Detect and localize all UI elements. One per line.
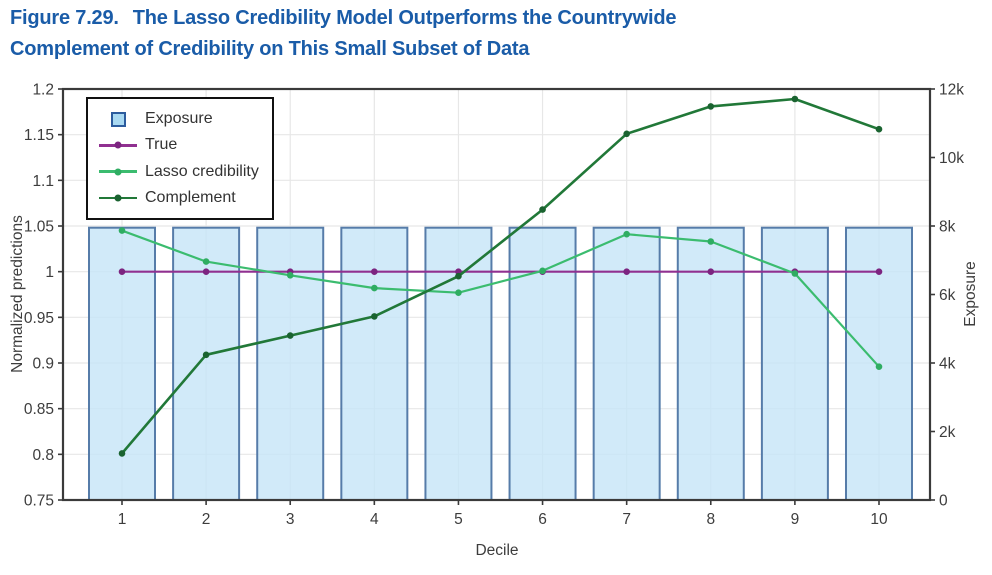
x-tick-label: 7	[622, 511, 631, 528]
left-tick-label: 1.1	[32, 173, 54, 190]
complement-line	[120, 97, 881, 455]
lasso-credibility-point-decile-1	[118, 227, 126, 234]
legend-item-lasso-credibility: Lasso credibility	[94, 159, 268, 184]
complement-point-decile-10	[875, 125, 883, 133]
left-tick-label: 1.05	[24, 219, 54, 236]
figure-title-text-2: Complement of Credibility on This Small …	[10, 38, 530, 60]
legend-item-exposure: Exposure	[94, 107, 268, 132]
x-tick-label: 10	[870, 511, 888, 528]
x-tick-label: 4	[370, 511, 379, 528]
true-point-decile-10	[875, 268, 883, 276]
complement-point-decile-6	[539, 206, 546, 213]
x-tick-label: 1	[118, 511, 127, 528]
figure-title: Figure 7.29. The Lasso Credibility Model …	[10, 3, 800, 65]
true-point-decile-7	[623, 268, 630, 276]
right-tick-label: 6k	[939, 287, 956, 304]
complement-point-decile-7	[623, 130, 630, 138]
right-tick-label: 8k	[939, 219, 956, 236]
lasso-credibility-point-decile-4	[371, 284, 378, 292]
figure-title-line-1: Figure 7.29. The Lasso Credibility Model …	[10, 3, 800, 34]
lasso-credibility-point-decile-8	[707, 238, 715, 245]
lasso-credibility-point-decile-9	[791, 270, 799, 277]
right-tick-label: 10k	[939, 150, 964, 167]
lasso-credibility-line-swatch	[99, 168, 137, 176]
lasso-credibility-line	[120, 229, 881, 368]
left-tick-label: 0.95	[24, 310, 54, 327]
x-tick-label: 9	[791, 511, 800, 528]
legend-item-true: True	[94, 133, 268, 158]
figure-number: Figure 7.29.	[10, 7, 119, 29]
x-tick-label: 8	[706, 511, 715, 528]
legend-label-lasso-credibility: Lasso credibility	[145, 162, 259, 180]
left-tick-label: 0.75	[24, 493, 54, 510]
lasso-credibility-point-decile-7	[623, 230, 630, 238]
true-line-swatch	[99, 141, 137, 149]
plot-border	[61, 87, 932, 502]
right-tick-label: 12k	[939, 82, 964, 99]
legend-label-complement: Complement	[145, 188, 236, 206]
complement-point-decile-8	[707, 103, 715, 110]
true-point-decile-2	[202, 268, 210, 276]
right-y-axis-title: Exposure	[962, 261, 979, 327]
exposure-bar-swatch	[110, 111, 126, 127]
left-tick-label: 1.15	[24, 127, 54, 144]
legend: Exposure True Lasso credibility Compleme…	[86, 97, 274, 220]
complement-point-decile-1	[118, 450, 126, 457]
right-tick-label: 4k	[939, 356, 956, 373]
left-tick-label: 0.85	[24, 401, 54, 418]
complement-point-decile-2	[202, 351, 210, 359]
legend-item-complement: Complement	[94, 185, 268, 210]
left-tick-label: 0.8	[32, 447, 54, 464]
lasso-credibility-point-decile-10	[875, 363, 883, 371]
right-tick-label: 0	[939, 493, 948, 510]
left-tick-label: 0.9	[32, 356, 54, 373]
true-point-decile-1	[118, 268, 126, 276]
figure-title-text-1: The Lasso Credibility Model Outperforms …	[132, 7, 677, 29]
true-point-decile-8	[707, 268, 715, 276]
x-tick-label: 3	[286, 511, 295, 528]
legend-label-true: True	[145, 136, 178, 154]
x-tick-label: 2	[202, 511, 211, 528]
complement-line-swatch	[99, 194, 137, 202]
true-point-decile-4	[371, 268, 378, 276]
lasso-credibility-point-decile-6	[539, 267, 546, 275]
lasso-credibility-point-decile-2	[202, 258, 210, 265]
x-tick-label: 6	[538, 511, 547, 528]
complement-point-decile-5	[455, 272, 462, 280]
legend-label-exposure: Exposure	[145, 110, 213, 128]
complement-point-decile-9	[791, 95, 799, 103]
lasso-credibility-point-decile-5	[455, 289, 462, 297]
left-tick-label: 1.2	[32, 82, 54, 99]
left-tick-label: 1	[45, 264, 54, 281]
complement-point-decile-4	[371, 313, 378, 320]
left-y-axis-title: Normalized predictions	[9, 215, 26, 373]
complement-point-decile-3	[286, 332, 294, 339]
x-tick-label: 5	[454, 511, 463, 528]
x-axis-title: Decile	[475, 542, 519, 559]
right-tick-label: 2k	[939, 424, 956, 441]
lasso-credibility-point-decile-3	[286, 272, 294, 279]
